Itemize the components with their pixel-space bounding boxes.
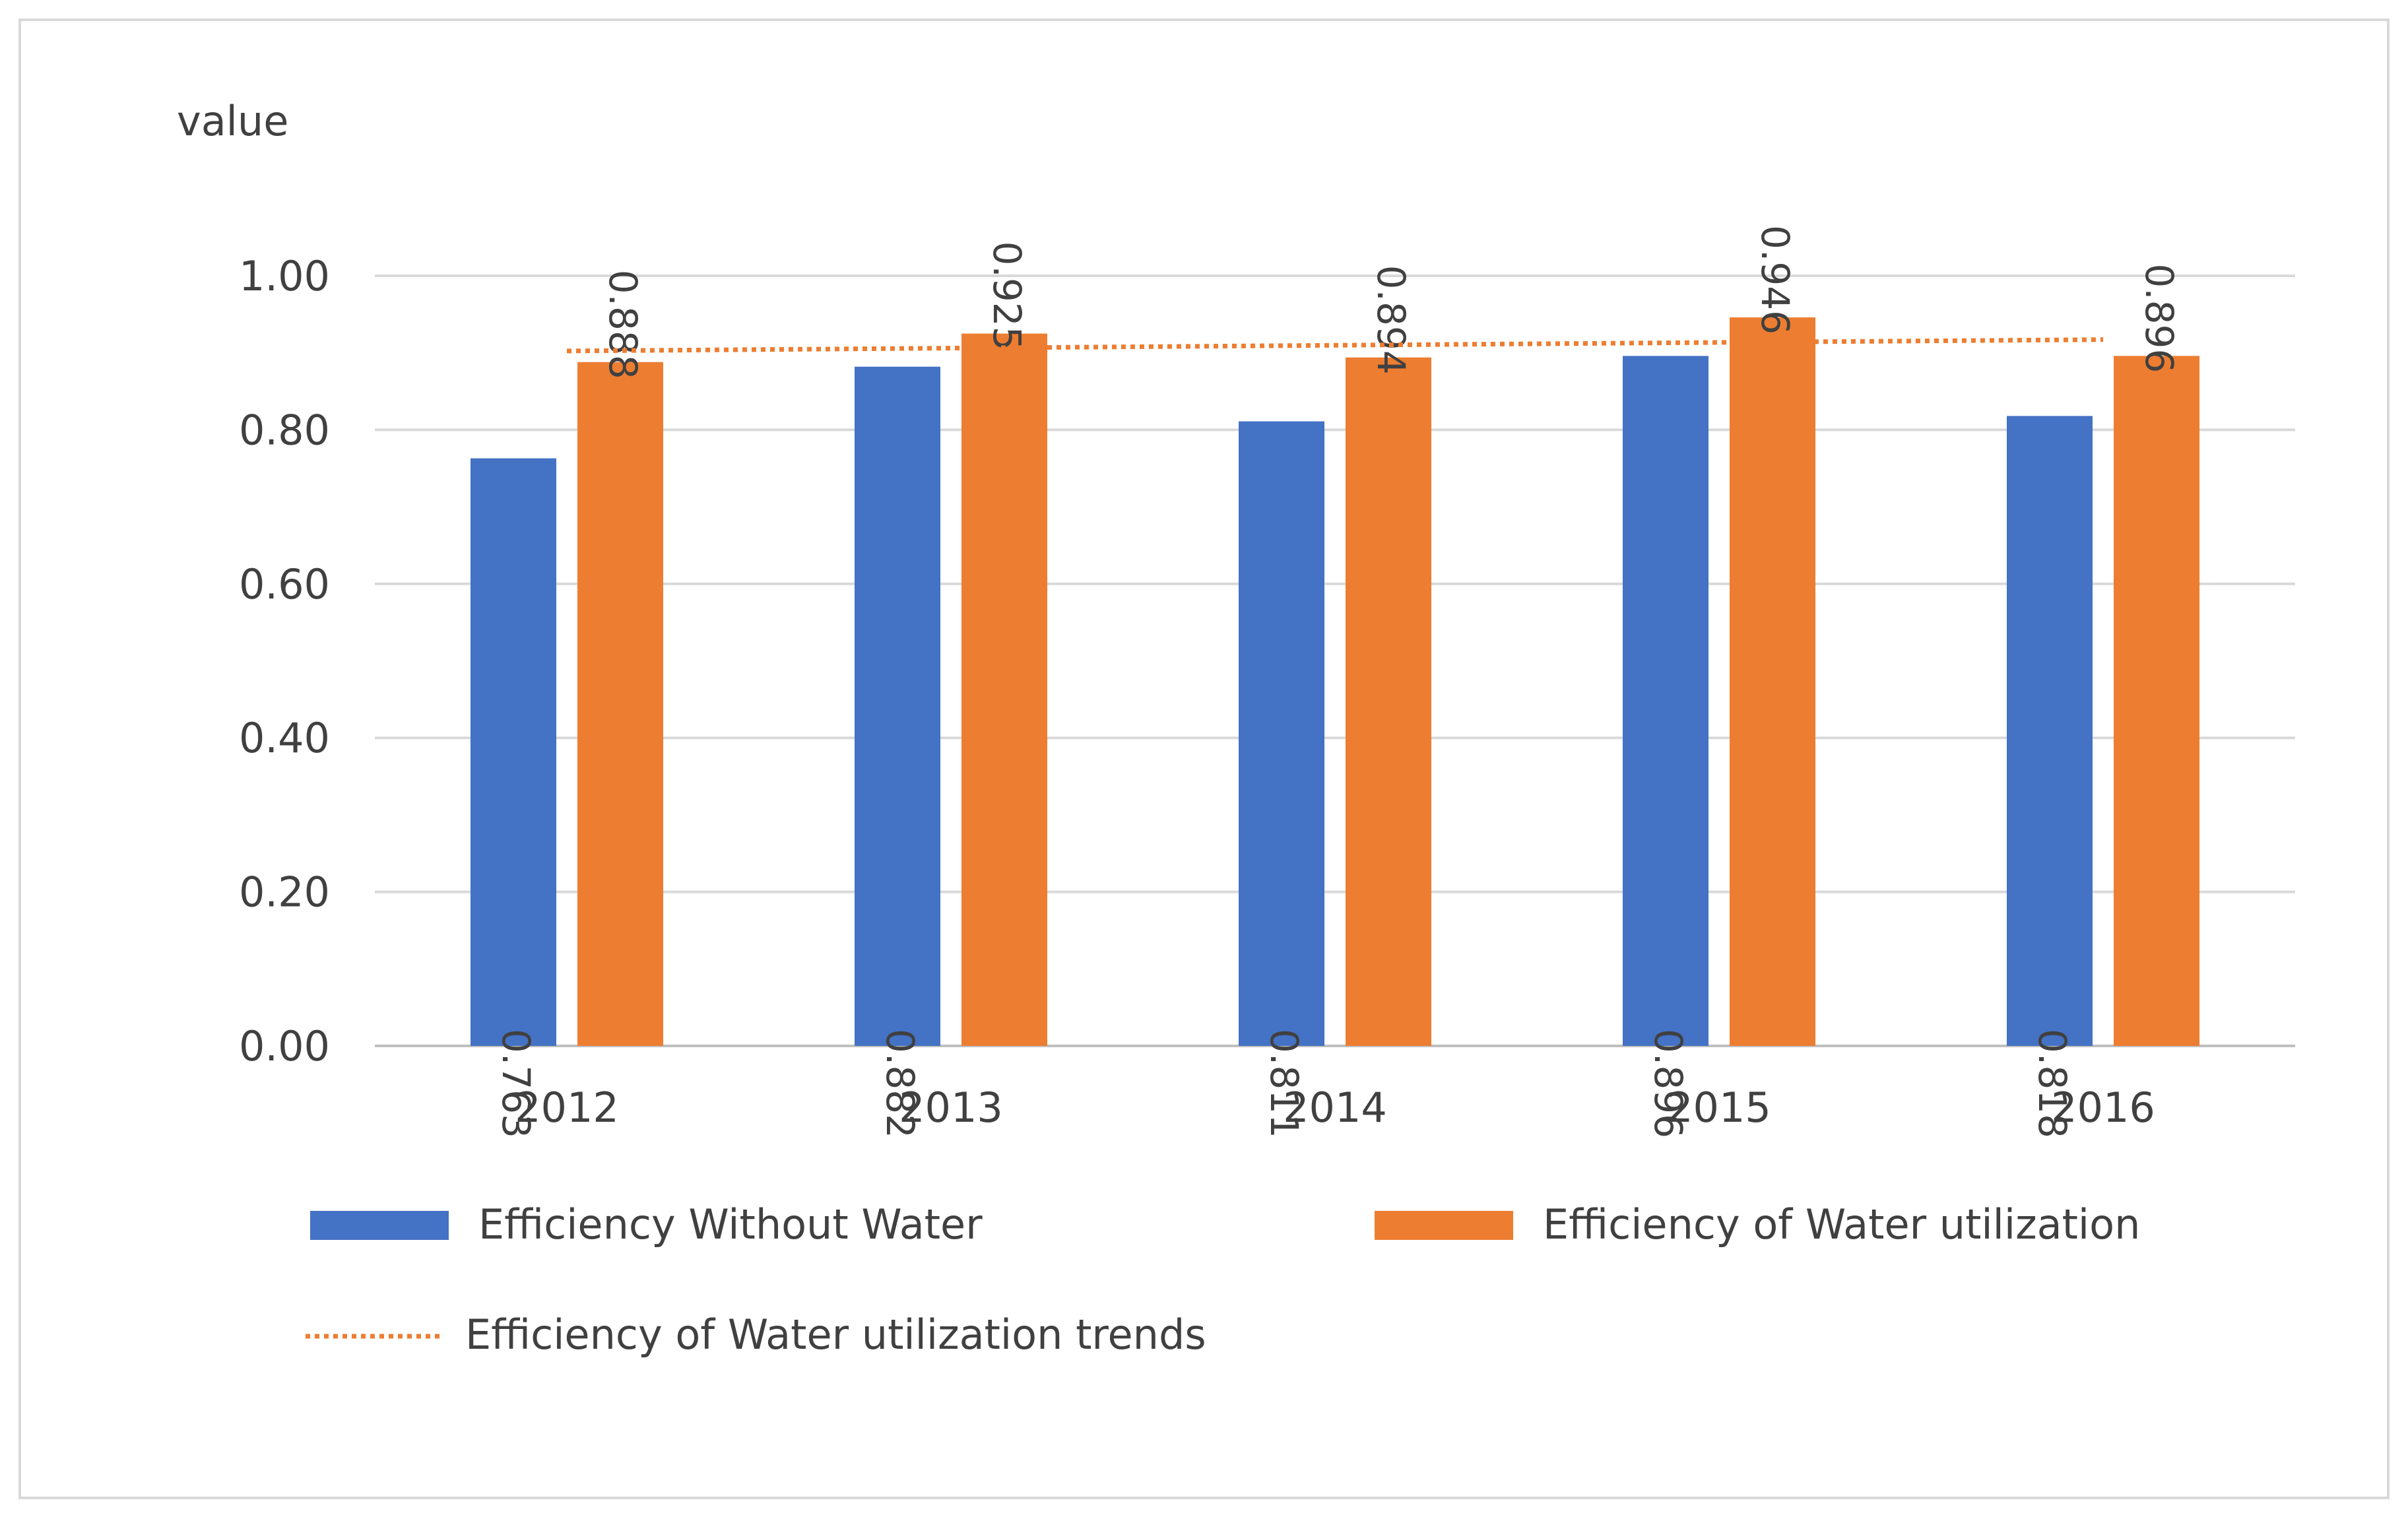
y-tick-label: 0.20 bbox=[239, 868, 330, 917]
data-label: 0.925 bbox=[985, 241, 1029, 350]
data-label: 0.894 bbox=[1369, 265, 1414, 375]
data-label: 0.811 bbox=[1262, 1029, 1307, 1138]
bar bbox=[577, 362, 663, 1046]
gridlines bbox=[375, 275, 2295, 1047]
data-label: 0.882 bbox=[878, 1029, 923, 1138]
legend-label: Efficiency of Water utilization trends bbox=[465, 1311, 1206, 1359]
y-axis-label: value bbox=[177, 97, 288, 145]
data-label: 0.946 bbox=[1753, 225, 1798, 335]
x-tick-label: 2013 bbox=[899, 1084, 1003, 1132]
bar bbox=[471, 458, 556, 1046]
y-tick-label: 1.00 bbox=[239, 252, 330, 300]
chart-border bbox=[18, 18, 2390, 1499]
y-tick-label: 0.60 bbox=[239, 560, 330, 608]
x-tick-label: 2014 bbox=[1283, 1084, 1387, 1132]
data-label: 0.896 bbox=[1646, 1029, 1691, 1138]
bar bbox=[2114, 356, 2199, 1047]
y-tick-label: 0.80 bbox=[239, 406, 330, 454]
x-tick-label: 2016 bbox=[2051, 1084, 2155, 1132]
bar bbox=[961, 333, 1047, 1046]
y-axis-ticks: 0.00 0.20 0.40 0.60 0.80 1.00 bbox=[239, 252, 330, 1070]
data-label: 0.763 bbox=[494, 1029, 538, 1138]
x-tick-label: 2015 bbox=[1667, 1084, 1771, 1132]
legend-label: Efficiency of Water utilization bbox=[1543, 1200, 2140, 1248]
bar bbox=[1730, 317, 1815, 1046]
y-tick-label: 0.40 bbox=[239, 714, 330, 762]
x-axis-ticks: 2012 2013 2014 2015 2016 bbox=[515, 1084, 2155, 1132]
bar bbox=[2007, 416, 2093, 1046]
data-label: 0.896 bbox=[2137, 263, 2182, 373]
data-label: 0.888 bbox=[601, 270, 645, 379]
bar bbox=[1239, 421, 1324, 1046]
bar bbox=[1623, 356, 1708, 1047]
legend-swatch bbox=[310, 1211, 449, 1240]
trendline bbox=[566, 337, 2104, 354]
legend-label: Efficiency Without Water bbox=[478, 1200, 983, 1248]
bars: 0.763 0.888 0.882 0.925 0.811 0.894 0.896 0.946… bbox=[471, 225, 2199, 1138]
data-label: 0.818 bbox=[2030, 1029, 2075, 1138]
x-tick-label: 2012 bbox=[515, 1084, 619, 1132]
trendline-layer bbox=[566, 337, 2104, 354]
legend: Efficiency Without Water Efficiency of Wa… bbox=[306, 1200, 2140, 1359]
bar bbox=[855, 366, 940, 1046]
legend-swatch bbox=[1375, 1211, 1513, 1240]
bar bbox=[1346, 357, 1431, 1046]
y-tick-label: 0.00 bbox=[239, 1022, 330, 1070]
